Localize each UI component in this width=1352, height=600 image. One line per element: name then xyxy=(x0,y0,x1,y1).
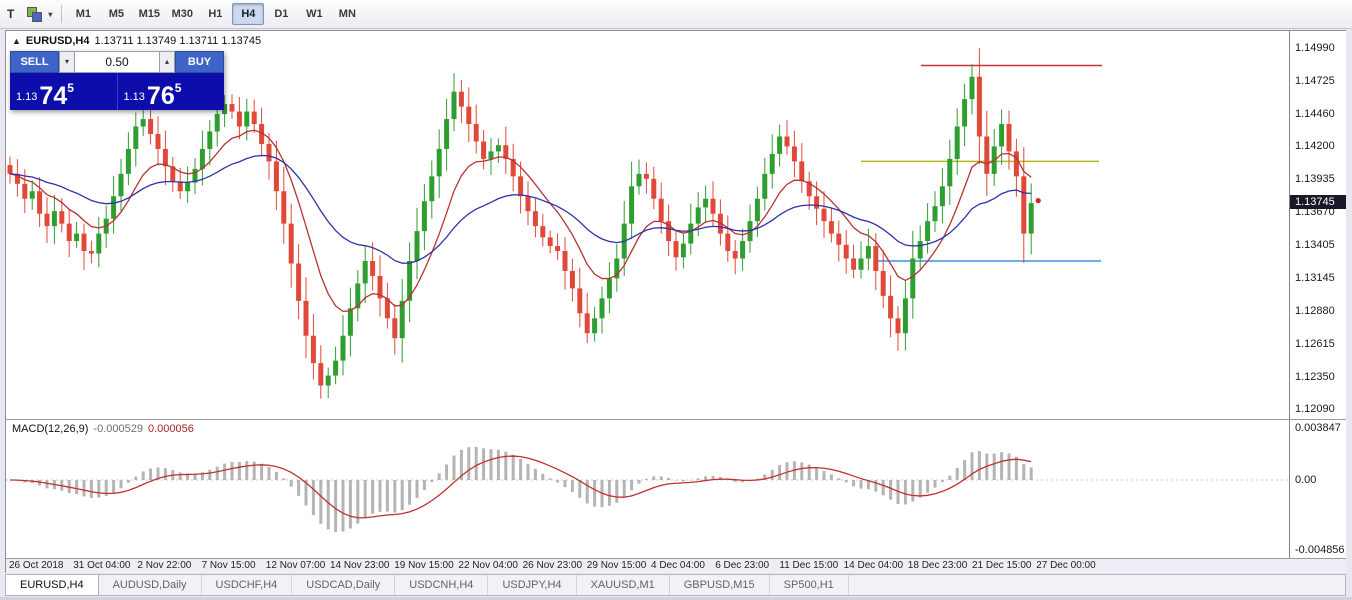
time-label: 27 Dec 00:00 xyxy=(1036,560,1096,571)
one-click-trade-panel: SELL ▾ ▴ BUY 1.13 74 5 1.13 76 5 xyxy=(10,51,224,110)
window-bottom-edge xyxy=(0,597,1352,600)
time-label: 26 Oct 2018 xyxy=(9,560,64,571)
time-label: 11 Dec 15:00 xyxy=(779,560,839,571)
ask-pipette: 5 xyxy=(174,81,182,95)
timeframe-button-M1[interactable]: M1 xyxy=(75,8,91,20)
price-tick: 1.12090 xyxy=(1295,403,1335,416)
time-label: 2 Nov 22:00 xyxy=(137,560,192,571)
price-tick: 1.14990 xyxy=(1295,42,1335,55)
price-tick: 1.13145 xyxy=(1295,271,1335,284)
chart-tab-EURUSD-H4[interactable]: EURUSD,H4 xyxy=(6,575,99,595)
timeframe-toolbar: M1 M5 M15 M30 H1 H4 D1 W1 MN xyxy=(67,3,363,25)
macd-label: MACD(12,26,9) -0.000529 0.000056 xyxy=(12,423,194,435)
chart-window: ▲ EURUSD,H4 1.13711 1.13749 1.13711 1.13… xyxy=(5,30,1346,573)
chart-tab-bar: EURUSD,H4 AUDUSD,Daily USDCHF,H4 USDCAD,Dai… xyxy=(5,574,1346,596)
templates-icon[interactable]: ▾ xyxy=(21,2,55,26)
price-tick: 1.12350 xyxy=(1295,370,1335,383)
toolbar-separator xyxy=(61,5,63,23)
chart-window-icon[interactable]: T xyxy=(2,2,19,26)
bid-big-digits: 74 xyxy=(39,81,68,110)
time-label: 21 Dec 15:00 xyxy=(972,560,1032,571)
time-label: 14 Nov 23:00 xyxy=(330,560,390,571)
trade-controls-row: SELL ▾ ▴ BUY xyxy=(10,51,224,73)
price-tick: 1.14460 xyxy=(1295,108,1335,121)
timeframe-button-H1[interactable]: H1 xyxy=(208,8,223,20)
timeframe-button-M5[interactable]: M5 xyxy=(108,8,124,20)
price-tick: 1.14725 xyxy=(1295,75,1335,88)
price-tick: 1.13405 xyxy=(1295,239,1335,252)
macd-panel-separator[interactable] xyxy=(6,419,1346,420)
price-axis[interactable]: 1.14990 1.14725 1.14460 1.14200 1.13935 1.136… xyxy=(1289,31,1346,572)
time-label: 22 Nov 04:00 xyxy=(458,560,518,571)
macd-axis-label: 0.003847 xyxy=(1295,422,1341,434)
time-label: 31 Oct 04:00 xyxy=(73,560,131,571)
time-label: 19 Nov 15:00 xyxy=(394,560,454,571)
timeframe-button-M15[interactable]: M15 xyxy=(138,8,161,20)
time-label: 6 Dec 23:00 xyxy=(715,560,770,571)
timeframe-button-MN[interactable]: MN xyxy=(338,8,356,20)
layers-icon: ▾ xyxy=(26,6,53,22)
buy-button[interactable]: BUY xyxy=(175,51,224,73)
chart-tab-USDCHF-H4[interactable]: USDCHF,H4 xyxy=(202,575,293,595)
bid-pipette: 5 xyxy=(67,81,74,95)
bid-price[interactable]: 1.13 74 5 xyxy=(10,73,117,110)
trade-prices-row: 1.13 74 5 1.13 76 5 xyxy=(10,73,224,110)
sell-button[interactable]: SELL xyxy=(10,51,59,73)
volume-input[interactable] xyxy=(75,51,159,73)
ask-big-digits: 76 xyxy=(146,81,175,110)
chevron-down-icon: ▾ xyxy=(48,10,53,19)
price-tick: 1.13935 xyxy=(1295,173,1335,186)
time-label: 14 Dec 04:00 xyxy=(843,560,904,571)
timeframe-button-H4[interactable]: H4 xyxy=(232,3,265,25)
macd-current-value: -0.000529 xyxy=(93,423,143,435)
timeframe-button-W1[interactable]: W1 xyxy=(306,8,323,20)
bid-prefix: 1.13 xyxy=(16,91,38,103)
macd-chart[interactable] xyxy=(6,420,1289,558)
volume-down-button[interactable]: ▾ xyxy=(59,51,75,73)
timeframe-button-M30[interactable]: M30 xyxy=(171,8,194,20)
price-tick: 1.12880 xyxy=(1295,304,1335,317)
time-label: 26 Nov 23:00 xyxy=(522,560,583,571)
price-tick: 1.13670 xyxy=(1295,206,1335,219)
chart-tab-SP500-H1[interactable]: SP500,H1 xyxy=(770,575,849,595)
chart-tab-USDCNH-H4[interactable]: USDCNH,H4 xyxy=(395,575,489,595)
price-chart[interactable] xyxy=(6,31,1289,419)
collapse-panel-icon[interactable]: ▲ xyxy=(12,36,21,46)
time-label: 7 Nov 15:00 xyxy=(201,560,256,571)
macd-axis-label: 0.00 xyxy=(1295,474,1317,486)
macd-name: MACD(12,26,9) xyxy=(12,423,89,435)
chart-header: ▲ EURUSD,H4 1.13711 1.13749 1.13711 1.13… xyxy=(12,35,261,47)
price-tick: 1.12615 xyxy=(1295,337,1335,350)
last-price-badge: 1.13745 xyxy=(1290,195,1346,210)
time-label: 12 Nov 07:00 xyxy=(265,560,326,571)
volume-up-button[interactable]: ▴ xyxy=(159,51,175,73)
time-label: 4 Dec 04:00 xyxy=(651,560,705,571)
chart-tab-AUDUSD-Daily[interactable]: AUDUSD,Daily xyxy=(99,575,202,595)
macd-signal-value: 0.000056 xyxy=(147,423,194,435)
price-tick: 1.14200 xyxy=(1295,140,1335,153)
chart-tab-USDCAD-Daily[interactable]: USDCAD,Daily xyxy=(292,575,396,595)
chart-window-icon-label: T xyxy=(7,7,15,21)
time-axis[interactable]: 26 Oct 2018 31 Oct 04:00 2 Nov 22:00 7 Nov … xyxy=(6,558,1346,573)
time-label: 18 Dec 23:00 xyxy=(907,560,968,571)
top-toolbar: T ▾ M1 M5 M15 M30 H1 H4 D1 W1 MN xyxy=(0,0,1352,29)
macd-axis-label: -0.004856 xyxy=(1295,544,1345,556)
ask-prefix: 1.13 xyxy=(123,91,145,103)
chart-tab-USDJPY-H4[interactable]: USDJPY,H4 xyxy=(488,575,577,595)
chart-tab-XAUUSD-M1[interactable]: XAUUSD,M1 xyxy=(577,575,670,595)
chart-tab-GBPUSD-M15[interactable]: GBPUSD,M15 xyxy=(670,575,770,595)
chart-ohlc-values: 1.13711 1.13749 1.13711 1.13745 xyxy=(94,35,262,47)
time-label: 29 Nov 15:00 xyxy=(586,560,647,571)
chart-symbol: EURUSD,H4 xyxy=(25,35,90,47)
ask-price[interactable]: 1.13 76 5 xyxy=(116,73,225,110)
timeframe-button-D1[interactable]: D1 xyxy=(274,8,289,20)
